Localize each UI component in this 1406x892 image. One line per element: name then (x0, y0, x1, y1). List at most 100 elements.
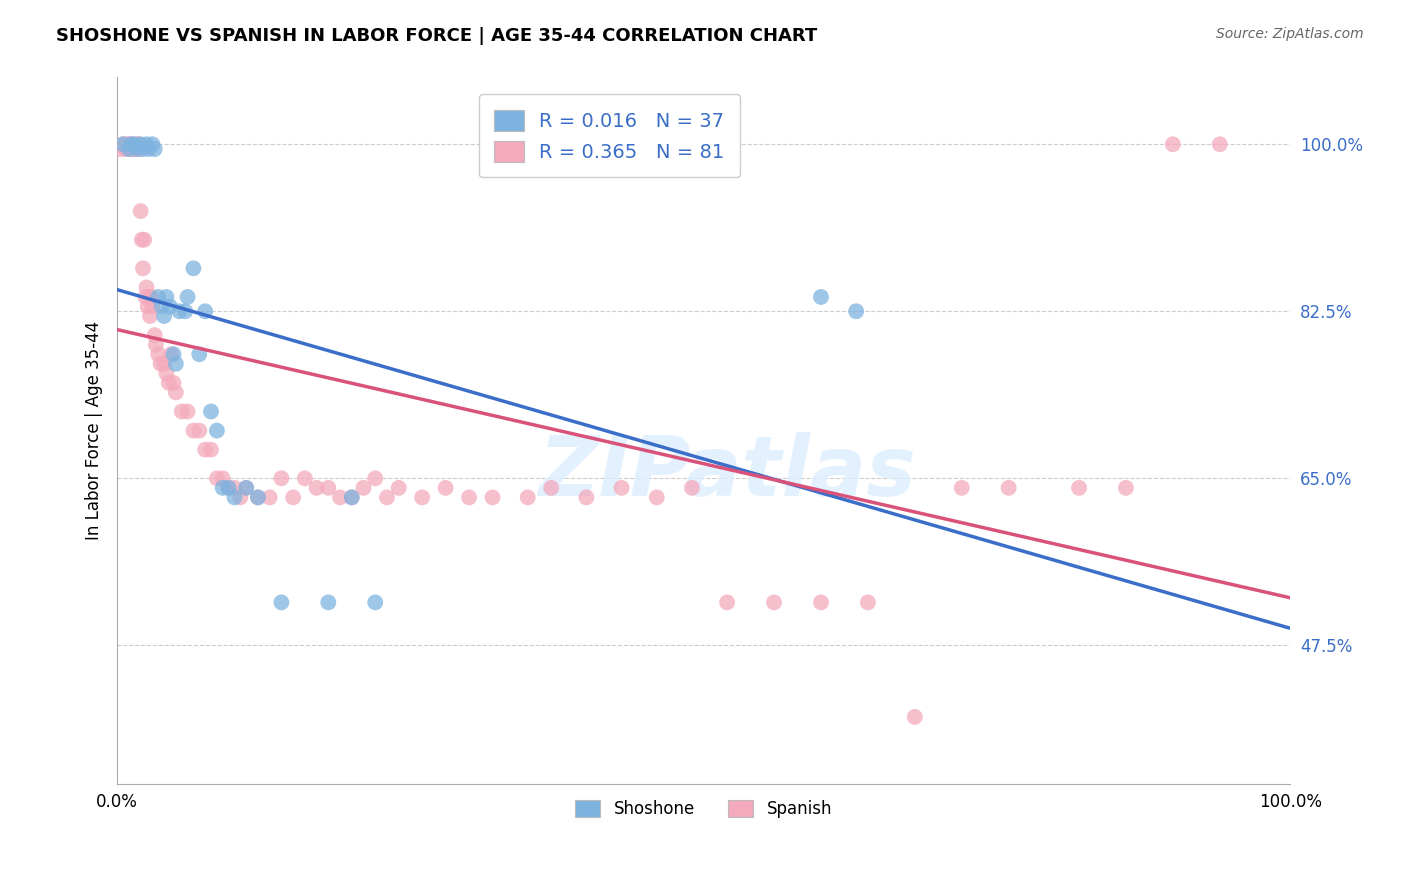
Point (340, 491, 363, 505)
Point (1209, 137, 1232, 152)
Point (211, 481, 233, 495)
Point (188, 424, 211, 438)
Point (183, 424, 205, 438)
Point (134, 233, 156, 247)
Point (194, 304, 217, 318)
Point (120, 137, 142, 152)
Point (110, 142, 132, 156)
Point (481, 491, 503, 505)
Point (159, 300, 181, 314)
Point (120, 137, 142, 152)
Point (218, 481, 240, 495)
Point (318, 481, 340, 495)
Point (176, 404, 198, 418)
Point (1067, 481, 1090, 495)
Point (162, 376, 184, 390)
Legend: Shoshone, Spanish: Shoshone, Spanish (568, 793, 839, 825)
Point (200, 404, 222, 418)
Point (112, 137, 135, 152)
Point (645, 491, 668, 505)
Point (127, 142, 149, 156)
Point (610, 481, 633, 495)
Point (845, 304, 868, 318)
Point (141, 300, 163, 314)
Point (121, 142, 143, 156)
Point (856, 595, 879, 609)
Point (134, 290, 156, 304)
Point (128, 142, 150, 156)
Point (229, 491, 252, 505)
Point (194, 442, 217, 457)
Point (150, 300, 173, 314)
Point (318, 595, 340, 609)
Text: SHOSHONE VS SPANISH IN LABOR FORCE | AGE 35-44 CORRELATION CHART: SHOSHONE VS SPANISH IN LABOR FORCE | AGE… (56, 27, 817, 45)
Point (950, 481, 973, 495)
Point (716, 595, 738, 609)
Point (174, 304, 197, 318)
Point (183, 261, 205, 276)
Point (120, 142, 142, 156)
Point (411, 491, 433, 505)
Point (364, 471, 387, 485)
Point (211, 471, 233, 485)
Point (138, 142, 160, 156)
Point (810, 290, 832, 304)
Point (281, 491, 304, 505)
Point (143, 328, 166, 343)
Point (375, 491, 398, 505)
Point (157, 376, 180, 390)
Point (246, 491, 269, 505)
Point (143, 142, 166, 156)
Point (218, 481, 240, 495)
Point (165, 357, 187, 371)
Point (132, 142, 155, 156)
Point (188, 347, 211, 361)
Text: ZIPatlas: ZIPatlas (538, 433, 917, 514)
Point (235, 481, 257, 495)
Point (434, 481, 457, 495)
Point (153, 309, 176, 323)
Point (112, 137, 135, 152)
Point (115, 137, 138, 152)
Point (575, 491, 598, 505)
Point (155, 367, 177, 381)
Point (129, 137, 152, 152)
Point (125, 137, 148, 152)
Point (127, 142, 149, 156)
Point (353, 481, 375, 495)
Point (118, 137, 141, 152)
Point (145, 337, 167, 351)
Point (139, 309, 162, 323)
Point (340, 491, 363, 505)
Point (148, 347, 170, 361)
Point (124, 142, 146, 156)
Point (153, 357, 176, 371)
Point (117, 142, 139, 156)
Point (176, 290, 198, 304)
Point (135, 137, 157, 152)
Point (129, 204, 152, 219)
Point (169, 304, 191, 318)
Point (138, 290, 160, 304)
Point (305, 481, 328, 495)
Point (540, 481, 562, 495)
Point (270, 471, 292, 485)
Point (114, 142, 136, 156)
Point (155, 290, 177, 304)
Point (810, 595, 832, 609)
Point (224, 491, 246, 505)
Point (224, 481, 246, 495)
Point (170, 404, 193, 418)
Point (124, 137, 146, 152)
Point (388, 481, 411, 495)
Point (997, 481, 1019, 495)
Point (148, 290, 170, 304)
Point (681, 481, 703, 495)
Point (516, 491, 538, 505)
Point (235, 481, 257, 495)
Point (127, 137, 149, 152)
Point (135, 280, 157, 294)
Text: Source: ZipAtlas.com: Source: ZipAtlas.com (1216, 27, 1364, 41)
Point (270, 595, 292, 609)
Point (763, 595, 786, 609)
